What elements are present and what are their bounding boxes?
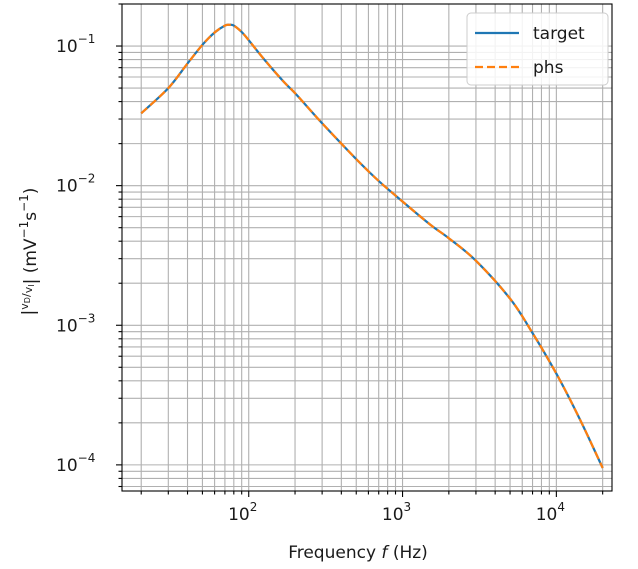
ticks <box>116 3 604 497</box>
svg-text:|vD/vI| (mV−1s−1): |vD/vI| (mV−1s−1) <box>17 188 41 316</box>
y-axis-label: |vD/vI| (mV−1s−1) <box>17 188 41 316</box>
x-tick-label: 102 <box>228 500 257 525</box>
y-tick-label: 10−1 <box>56 32 95 57</box>
series-line-phs <box>140 23 604 469</box>
x-tick-label: 103 <box>382 500 411 525</box>
plot-frame <box>121 3 613 492</box>
x-axis-label: Frequency f (Hz) <box>288 543 428 563</box>
legend-label-phs: phs <box>533 58 564 78</box>
x-tick-label: 104 <box>536 500 565 525</box>
y-tick-label: 10−4 <box>56 451 95 476</box>
series-layer <box>140 23 604 469</box>
legend: target phs <box>466 12 609 86</box>
series-line-target <box>140 23 604 469</box>
y-tick-label: 10−3 <box>56 311 95 336</box>
tick-labels: 102 103 104 10−1 10−2 10−3 10−4 <box>56 32 565 525</box>
legend-label-target: target <box>533 24 585 44</box>
y-tick-label: 10−2 <box>56 172 95 197</box>
grid <box>122 3 612 491</box>
